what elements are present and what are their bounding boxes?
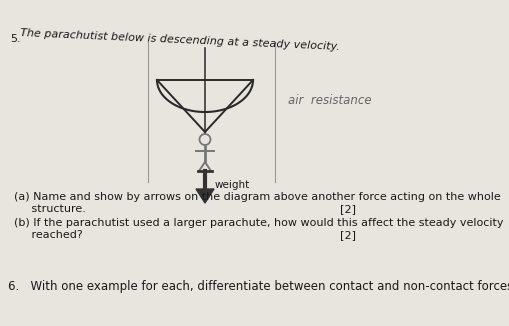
Text: reached?: reached? [14, 230, 82, 240]
Text: (a) Name and show by arrows on the diagram above another force acting on the who: (a) Name and show by arrows on the diagr… [14, 192, 500, 202]
Text: The parachutist below is descending at a steady velocity.: The parachutist below is descending at a… [20, 28, 340, 52]
Text: air  resistance: air resistance [288, 94, 371, 107]
Text: [2]: [2] [340, 204, 355, 214]
Polygon shape [195, 189, 214, 203]
Text: [2]: [2] [340, 230, 355, 240]
Text: weight: weight [215, 180, 250, 190]
Text: 6.   With one example for each, differentiate between contact and non-contact fo: 6. With one example for each, differenti… [8, 280, 509, 293]
Text: 5.: 5. [10, 34, 20, 44]
Text: structure.: structure. [14, 204, 86, 214]
Text: (b) If the parachutist used a larger parachute, how would this affect the steady: (b) If the parachutist used a larger par… [14, 218, 502, 228]
